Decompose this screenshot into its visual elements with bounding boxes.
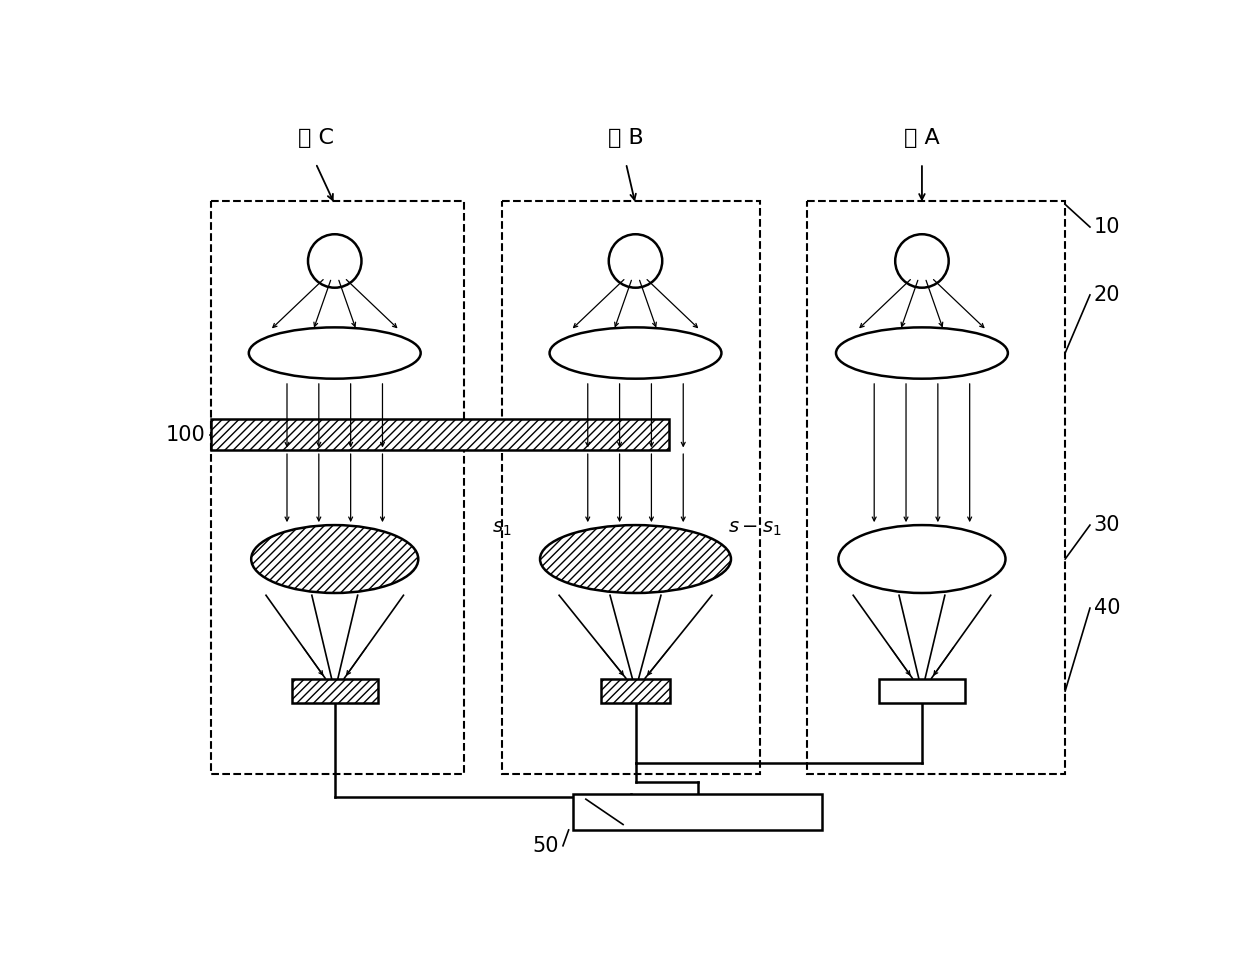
Text: 50: 50 [533, 836, 559, 856]
Ellipse shape [836, 327, 1008, 378]
Ellipse shape [252, 525, 418, 593]
Text: 组 B: 组 B [608, 127, 644, 148]
Bar [573, 794, 822, 830]
Text: 10: 10 [1094, 217, 1120, 237]
Text: 40: 40 [1094, 598, 1120, 618]
Text: 组 A: 组 A [904, 127, 940, 148]
Ellipse shape [838, 525, 1006, 593]
Text: $s_1$: $s_1$ [492, 519, 512, 538]
Text: 20: 20 [1094, 285, 1120, 305]
Text: 30: 30 [1094, 515, 1120, 535]
Bar [291, 679, 378, 704]
Text: $s-s_1$: $s-s_1$ [728, 519, 781, 538]
Bar [211, 419, 668, 450]
Ellipse shape [549, 327, 722, 378]
Text: 组 C: 组 C [298, 127, 334, 148]
Bar [601, 679, 670, 704]
Ellipse shape [541, 525, 732, 593]
Ellipse shape [249, 327, 420, 378]
Text: 100: 100 [166, 424, 206, 445]
Bar [879, 679, 965, 704]
